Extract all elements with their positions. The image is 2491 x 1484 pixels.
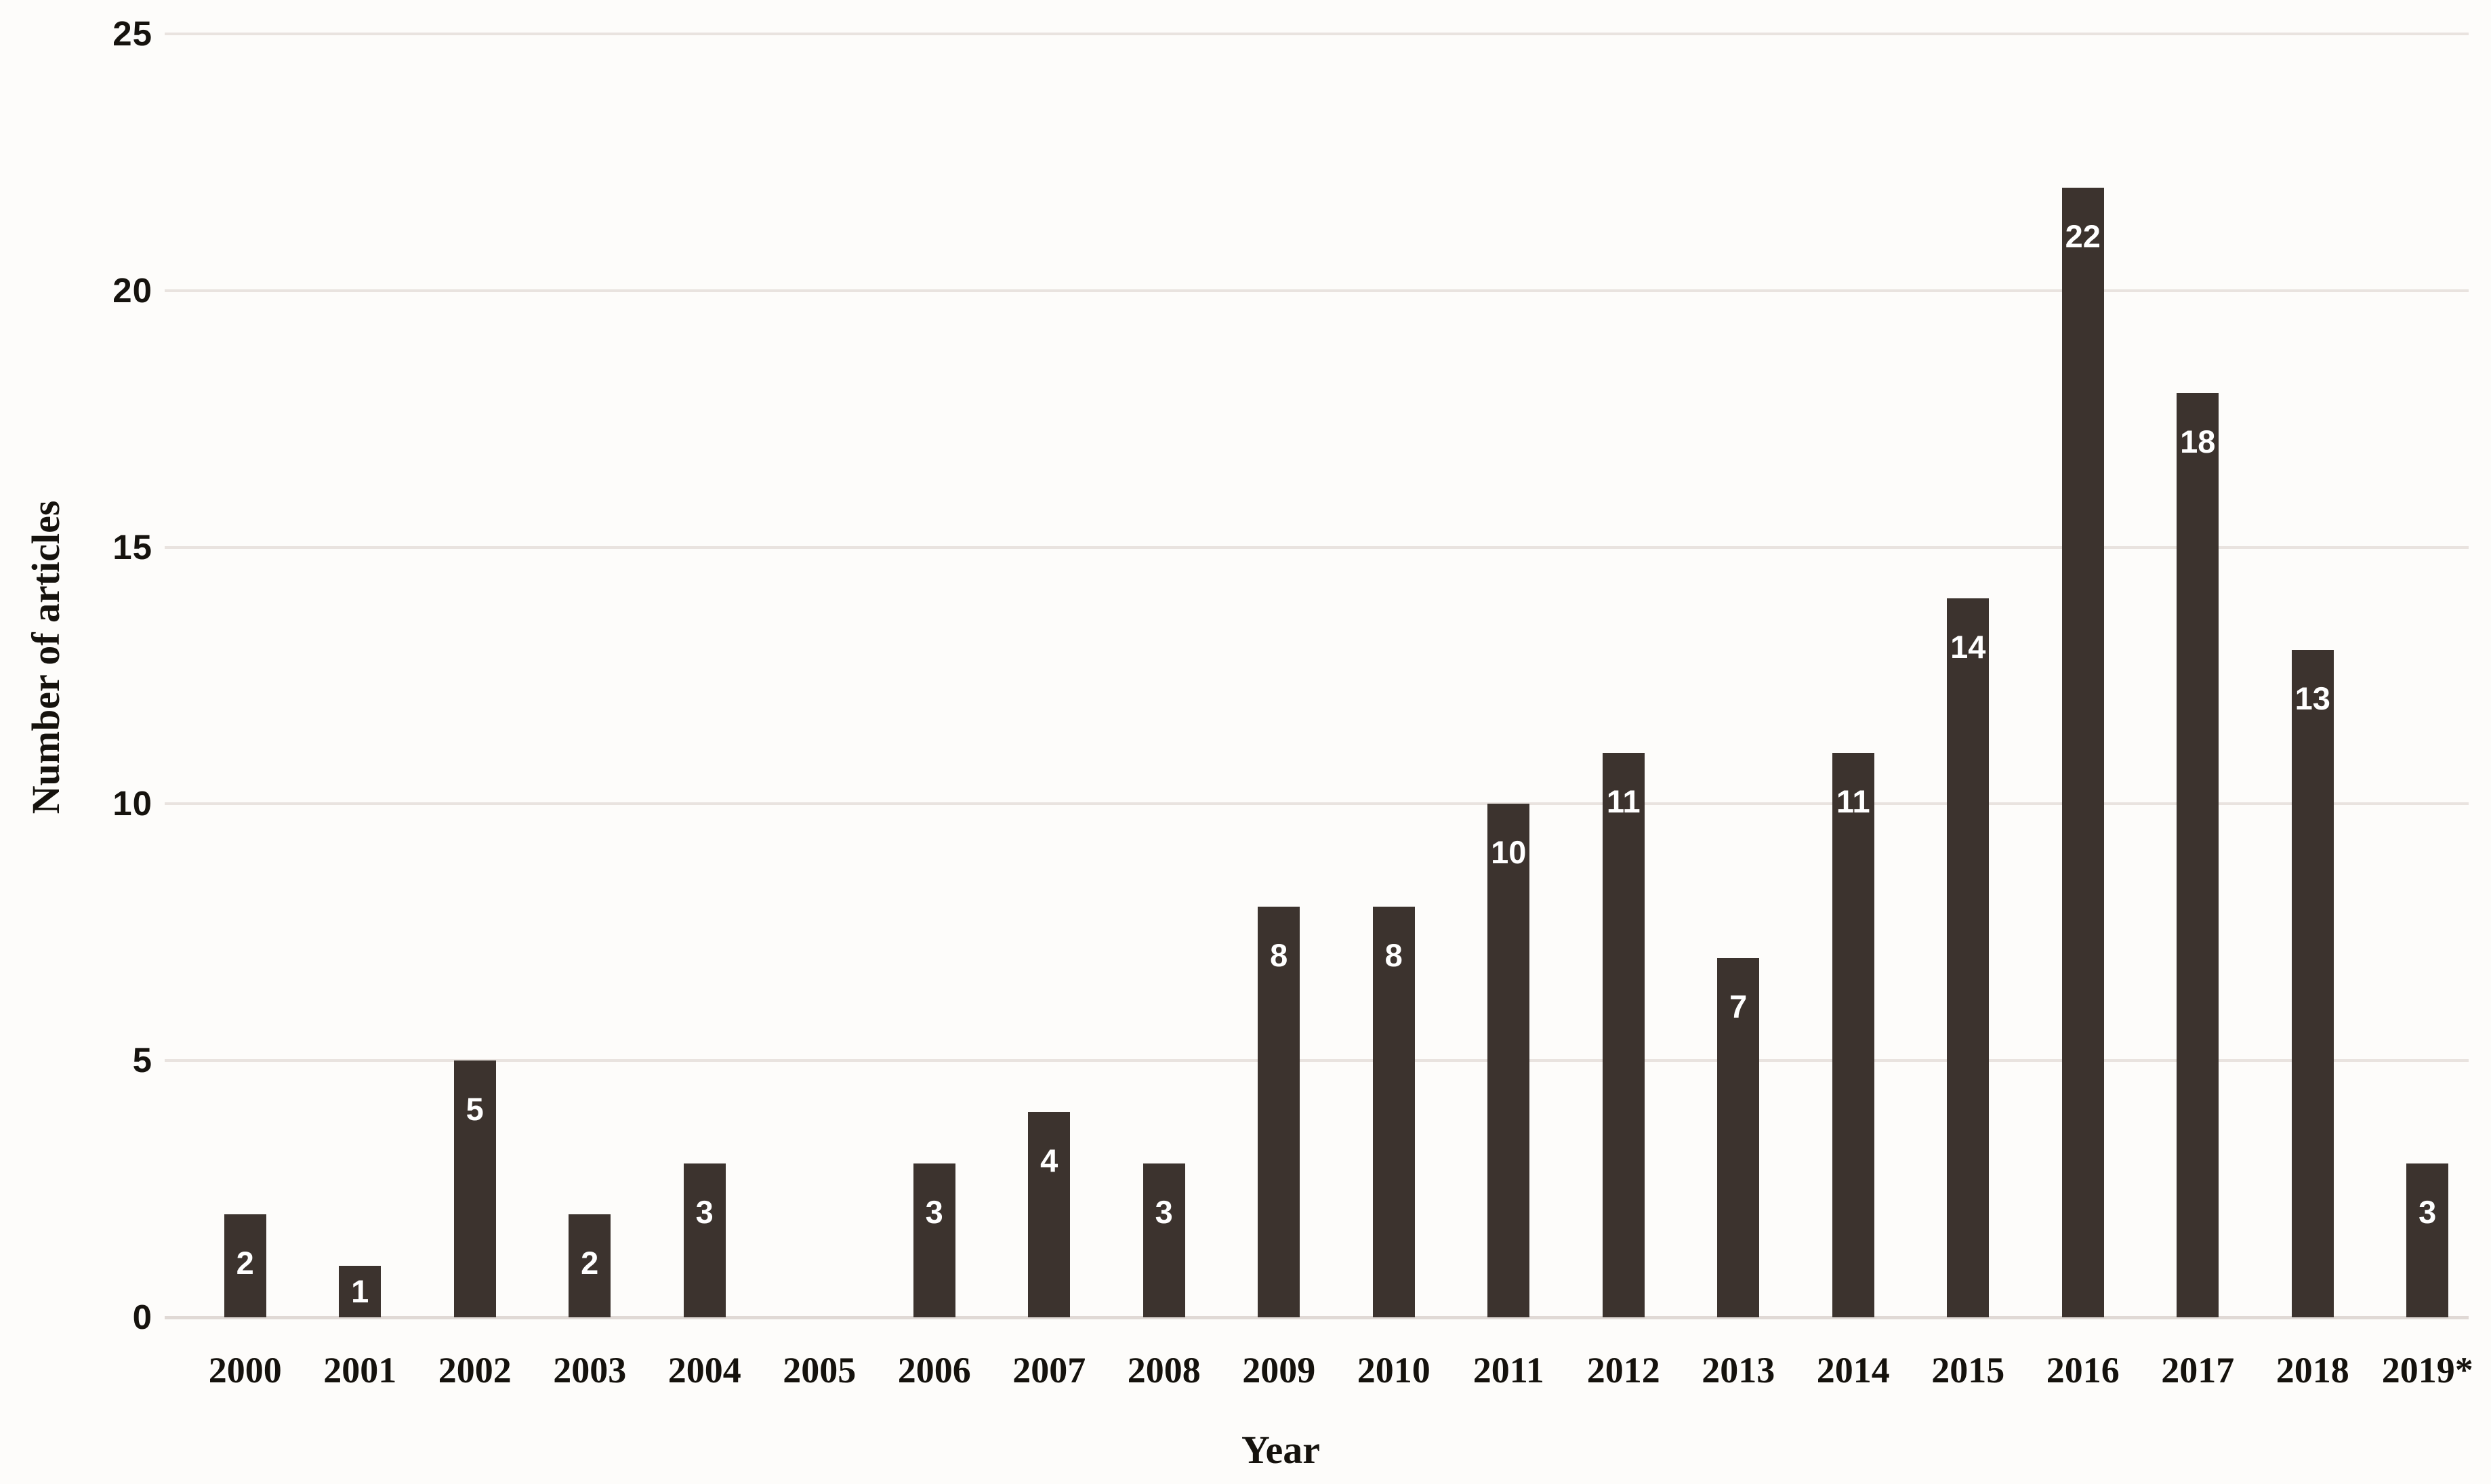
bar-value-label: 2 [236,1245,254,1281]
bar-value-label: 7 [1729,988,1748,1025]
y-tick-label-15: 15 [112,527,152,566]
y-tick-label-10: 10 [112,784,152,823]
bar-2018: 13 [2291,650,2334,1317]
y-tick-label-20: 20 [112,270,152,310]
gridline-25 [165,33,2469,35]
bar-2015: 14 [1947,598,1990,1317]
x-tick-label-2006: 2006 [897,1350,971,1390]
bar-2013: 7 [1717,957,1760,1317]
bar-2011: 10 [1487,804,1530,1317]
bar-2006: 3 [913,1163,955,1317]
bar-value-label: 3 [1155,1193,1173,1230]
x-tick-label-2013: 2013 [1702,1350,1775,1390]
x-tick-label-2009: 2009 [1242,1350,1316,1390]
bar-value-label: 13 [2294,680,2330,717]
gridline-5 [165,1059,2469,1063]
bar-value-label: 8 [1270,936,1288,973]
x-tick-label-2011: 2011 [1473,1350,1544,1390]
x-tick-label-2004: 2004 [667,1350,741,1390]
x-tick-label-2012: 2012 [1586,1350,1660,1390]
x-axis-line [165,1316,2469,1319]
y-tick-label-0: 0 [132,1298,152,1336]
bar-2003: 2 [569,1214,611,1317]
bar-2017: 18 [2177,393,2219,1317]
bar-value-label: 8 [1384,936,1403,973]
x-tick-label-2000: 2000 [208,1350,282,1390]
x-axis-title: Year [1241,1428,1320,1472]
bar-2014: 11 [1832,752,1874,1317]
bar-2012: 11 [1602,752,1645,1317]
x-tick-label-2005: 2005 [783,1350,857,1390]
x-tick-label-2001: 2001 [323,1350,397,1390]
bar-2019: 3 [2406,1163,2449,1317]
x-tick-label-2010: 2010 [1357,1350,1430,1390]
bar-2016: 22 [2061,188,2104,1317]
gridline-10 [165,802,2469,806]
bar-value-label: 22 [2065,218,2101,255]
gridline-15 [165,545,2469,549]
x-tick-label-2003: 2003 [553,1350,627,1390]
bar-2007: 4 [1028,1111,1071,1317]
bar-2000: 2 [224,1214,266,1317]
x-tick-label-2016: 2016 [2046,1350,2120,1390]
x-tick-label-2008: 2008 [1127,1350,1201,1390]
x-tick-label-2007: 2007 [1012,1350,1086,1390]
y-axis-title: Number of articles [24,500,68,815]
bar-2010: 8 [1372,906,1415,1317]
bar-2008: 3 [1142,1163,1185,1317]
bar-value-label: 1 [351,1273,369,1310]
x-tick-label-2015: 2015 [1931,1350,2005,1390]
x-tick-label-2002: 2002 [438,1350,512,1390]
bar-value-label: 14 [1950,629,1986,665]
gridline-20 [165,289,2469,292]
bar-2009: 8 [1258,906,1300,1317]
y-tick-label-25: 25 [112,14,152,53]
bar-value-label: 3 [695,1193,714,1230]
x-tick-label-2019: 2019* [2381,1350,2473,1390]
bar-2004: 3 [683,1163,726,1317]
y-tick-label-5: 5 [132,1041,152,1080]
bar-value-label: 11 [1606,783,1641,819]
bar-value-label: 4 [1040,1142,1058,1178]
bar-value-label: 18 [2180,424,2216,460]
bar-value-label: 3 [925,1193,943,1230]
x-tick-label-2018: 2018 [2276,1350,2349,1390]
x-tick-label-2014: 2014 [1816,1350,1890,1390]
bar-2001: 1 [339,1266,382,1317]
bar-value-label: 5 [466,1091,484,1128]
x-tick-label-2017: 2017 [2161,1350,2235,1390]
bar-value-label: 3 [2418,1193,2437,1230]
bar-value-label: 10 [1491,834,1527,871]
bar-value-label: 11 [1836,783,1870,819]
bar-2002: 5 [453,1060,496,1317]
bar-value-label: 2 [581,1245,599,1281]
